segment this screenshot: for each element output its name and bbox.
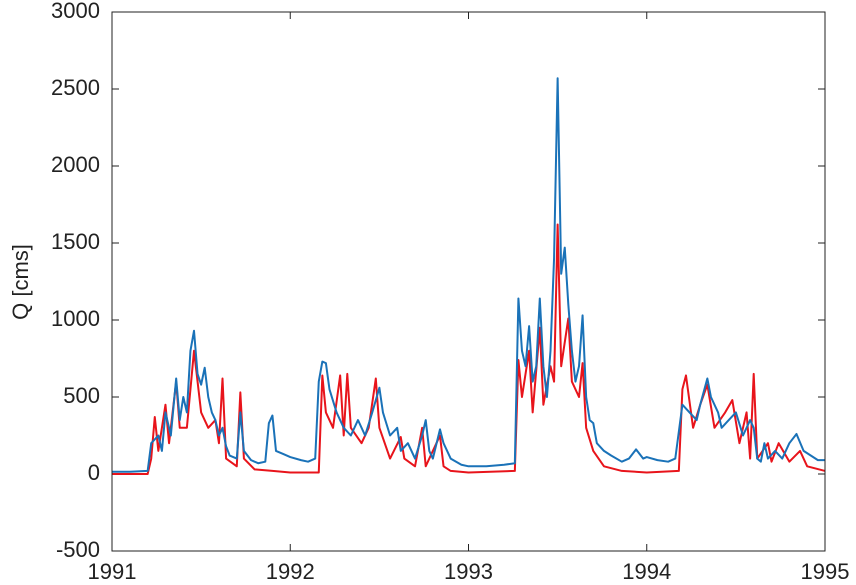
y-tick-label: 2500 bbox=[51, 75, 100, 100]
y-axis-label: Q [cms] bbox=[8, 244, 33, 320]
plot-frame bbox=[111, 11, 826, 552]
x-tick-label: 1993 bbox=[444, 559, 493, 584]
y-tick-label: 1000 bbox=[51, 306, 100, 331]
x-tick-label: 1995 bbox=[801, 559, 850, 584]
y-tick-label: -500 bbox=[56, 537, 100, 562]
data-line bbox=[112, 223, 826, 475]
x-tick-label: 1992 bbox=[266, 559, 315, 584]
y-tick-label: 2000 bbox=[51, 152, 100, 177]
x-tick-label: 1994 bbox=[622, 559, 671, 584]
y-tick-label: 500 bbox=[63, 383, 100, 408]
data-line bbox=[112, 77, 825, 473]
x-tick-label: 1991 bbox=[88, 559, 137, 584]
y-tick-label: 3000 bbox=[51, 0, 100, 23]
y-tick-label: 0 bbox=[88, 460, 100, 485]
y-tick-label: 1500 bbox=[51, 229, 100, 254]
